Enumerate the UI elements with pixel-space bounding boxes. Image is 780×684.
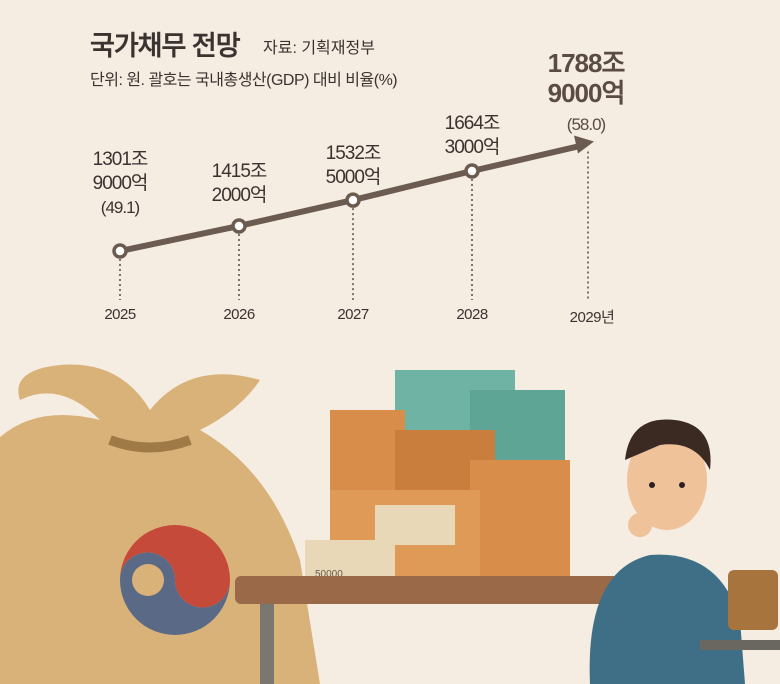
- data-label: 1532조 5000억: [303, 142, 403, 190]
- data-label-line2: 9000억: [547, 78, 626, 108]
- government-emblem-icon: [120, 525, 230, 635]
- data-label-line1: 1664조: [444, 113, 501, 134]
- data-label: 1664조 3000억: [422, 112, 522, 160]
- data-label-pct: (49.1): [100, 198, 140, 217]
- data-point: [464, 163, 480, 179]
- data-label-line1: 1788조: [547, 48, 626, 78]
- chair-icon: [700, 570, 780, 650]
- data-point: [112, 243, 128, 259]
- x-tick-label: 2026: [223, 306, 255, 323]
- data-label-pct: (58.0): [566, 115, 606, 134]
- worried-student-icon: [589, 419, 745, 684]
- data-point: [231, 218, 247, 234]
- banknote-label: 50000: [315, 569, 343, 580]
- arrow-head: [574, 135, 594, 154]
- data-label-line2: 5000억: [325, 167, 382, 188]
- x-tick-label: 2029년: [569, 309, 615, 326]
- debt-line-chart: [112, 135, 594, 300]
- data-label: 1415조 2000억: [189, 160, 289, 208]
- page-title: 국가채무 전망: [90, 31, 241, 61]
- data-point: [345, 192, 361, 208]
- x-tick-label: 2028: [456, 306, 488, 323]
- source-note: 자료: 기획재정부: [263, 40, 375, 57]
- data-label-line1: 1301조: [92, 149, 149, 170]
- data-label-line2: 2000억: [211, 185, 268, 206]
- cash-stacks-icon: 50000: [305, 370, 570, 600]
- data-label: 1301조 9000억 (49.1): [70, 148, 170, 220]
- unit-note: 단위: 원. 괄호는 국내총생산(GDP) 대비 비율(%): [90, 72, 398, 89]
- illustration: 50000: [0, 364, 780, 684]
- data-label-line2: 9000억: [92, 173, 149, 194]
- money-bag-icon: [0, 364, 320, 684]
- data-label-line1: 1415조: [211, 161, 268, 182]
- data-label: 1788조 9000억 (58.0): [526, 48, 646, 140]
- data-label-line2: 3000억: [444, 137, 501, 158]
- x-tick-label: 2027: [337, 306, 369, 323]
- x-tick-label: 2025: [104, 306, 136, 323]
- data-label-line1: 1532조: [325, 143, 382, 164]
